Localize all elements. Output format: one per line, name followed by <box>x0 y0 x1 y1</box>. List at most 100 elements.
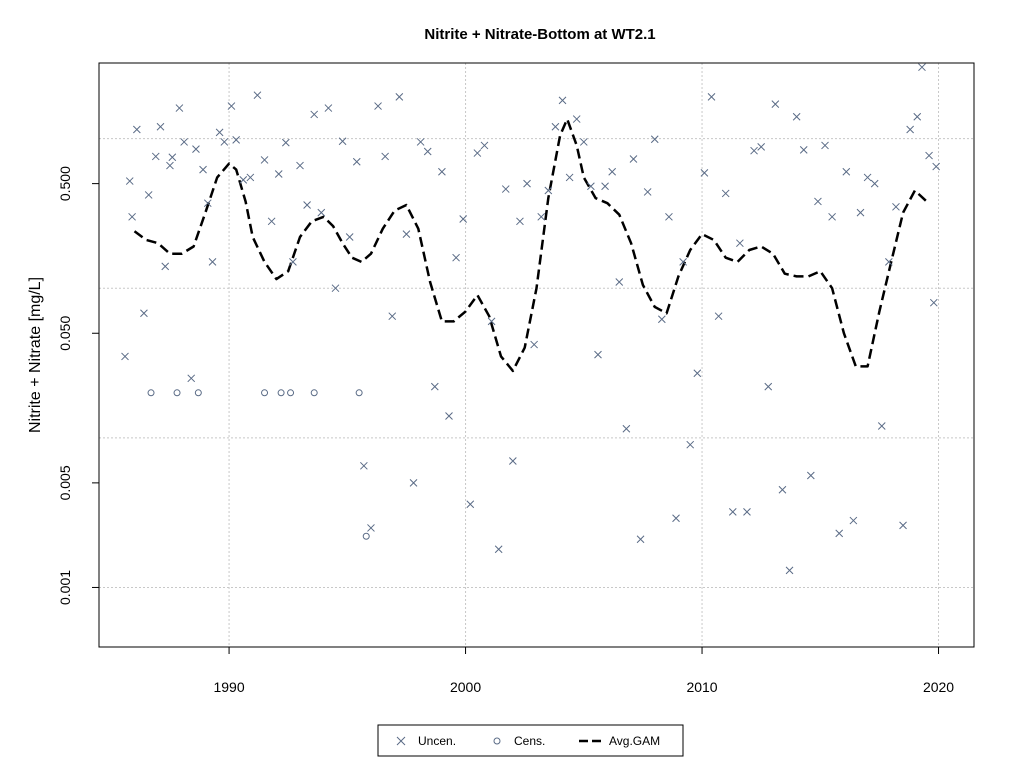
uncensored-point <box>289 258 297 266</box>
y-tick-label: 0.005 <box>57 465 73 500</box>
uncensored-point <box>849 516 858 525</box>
uncensored-point <box>501 185 510 193</box>
uncensored-point <box>508 457 517 465</box>
uncensored-point <box>128 212 136 221</box>
uncensored-point <box>918 63 926 72</box>
uncensored-point <box>757 143 766 151</box>
censored-point <box>147 389 155 397</box>
legend-label-cens: Cens. <box>514 734 545 748</box>
uncensored-point <box>125 177 134 185</box>
legend-box <box>377 724 684 757</box>
uncensored-point <box>144 191 153 199</box>
uncensored-point <box>892 202 900 211</box>
uncensored-point <box>771 100 780 108</box>
x-tick-label: 1990 <box>213 679 244 695</box>
uncensored-point <box>728 508 737 516</box>
censored-point <box>287 389 295 397</box>
uncensored-point <box>558 96 567 105</box>
uncensored-point <box>899 521 907 530</box>
uncensored-point <box>821 141 829 150</box>
uncensored-point <box>913 112 922 121</box>
legend-circle-marker-icon <box>493 737 501 745</box>
uncensored-point <box>707 93 716 101</box>
x-tick-label: 2010 <box>686 679 717 695</box>
y-tick-label: 0.500 <box>57 166 73 201</box>
uncensored-point <box>310 110 319 119</box>
uncensored-point <box>345 233 354 241</box>
uncensored-point <box>166 161 174 170</box>
uncensored-point <box>239 175 248 184</box>
uncensored-point <box>679 258 687 266</box>
y-tick-label: 0.050 <box>57 316 73 351</box>
uncensored-point <box>650 135 659 144</box>
uncensored-point <box>161 262 170 271</box>
uncensored-point <box>799 146 808 154</box>
uncensored-point <box>516 217 524 226</box>
uncensored-point <box>544 186 553 195</box>
uncensored-point <box>208 258 217 266</box>
uncensored-point <box>132 125 141 134</box>
uncensored-point <box>352 157 361 166</box>
uncensored-point <box>227 102 236 110</box>
uncensored-point <box>253 91 262 100</box>
censored-point <box>173 389 181 397</box>
uncensored-point <box>192 145 200 153</box>
censored-point <box>261 389 269 397</box>
uncensored-point <box>672 514 680 523</box>
uncensored-point <box>885 258 893 266</box>
gam-line <box>133 117 928 373</box>
uncensored-point <box>700 169 709 177</box>
uncensored-point <box>736 239 744 248</box>
uncensored-point <box>445 412 453 420</box>
uncensored-point <box>324 104 333 112</box>
uncensored-point <box>199 165 207 174</box>
uncensored-point <box>806 471 815 480</box>
x-tick-label: 2020 <box>923 679 954 695</box>
legend-item-uncen: Uncen. <box>396 734 456 748</box>
uncensored-point <box>622 424 631 433</box>
uncensored-point <box>121 352 129 361</box>
uncensored-point <box>395 93 404 101</box>
uncensored-point <box>714 312 723 321</box>
uncensored-point <box>487 317 496 326</box>
uncensored-point <box>281 138 290 147</box>
legend-label-uncen: Uncen. <box>418 734 456 748</box>
chart-title: Nitrite + Nitrate-Bottom at WT2.1 <box>424 26 655 43</box>
uncensored-point <box>156 122 165 131</box>
uncensored-point <box>430 382 439 391</box>
censored-point <box>310 389 318 397</box>
uncensored-point <box>338 137 347 146</box>
uncensored-point <box>374 102 382 110</box>
uncensored-point <box>856 208 865 217</box>
uncensored-point <box>572 115 581 123</box>
uncensored-point <box>863 173 872 182</box>
y-tick-label: 0.001 <box>57 570 73 605</box>
uncensored-point <box>140 309 148 318</box>
uncensored-point <box>260 156 269 164</box>
uncensored-point <box>929 298 938 307</box>
uncensored-point <box>835 529 844 538</box>
uncensored-point <box>537 212 546 221</box>
uncensored-point <box>473 149 482 157</box>
uncensored-point <box>494 545 503 554</box>
uncensored-point <box>215 128 224 137</box>
censored-point <box>194 389 202 397</box>
grid <box>99 63 974 647</box>
uncensored-point <box>175 104 184 112</box>
uncensored-point <box>203 199 212 208</box>
plot-frame <box>98 62 975 648</box>
uncensored-point <box>870 179 879 188</box>
uncensored-point <box>643 188 652 196</box>
legend-x-marker-icon <box>396 736 406 746</box>
uncensored-point <box>480 141 489 150</box>
uncensored-point <box>615 278 624 286</box>
uncensored-point <box>743 508 751 516</box>
uncensored-point <box>925 151 933 160</box>
uncensored-point <box>629 155 638 163</box>
uncensored-point <box>402 230 411 238</box>
uncensored-point <box>274 170 283 178</box>
uncensored-point <box>792 112 801 121</box>
uncensored-point <box>551 122 560 131</box>
uncensored-point <box>296 161 304 170</box>
